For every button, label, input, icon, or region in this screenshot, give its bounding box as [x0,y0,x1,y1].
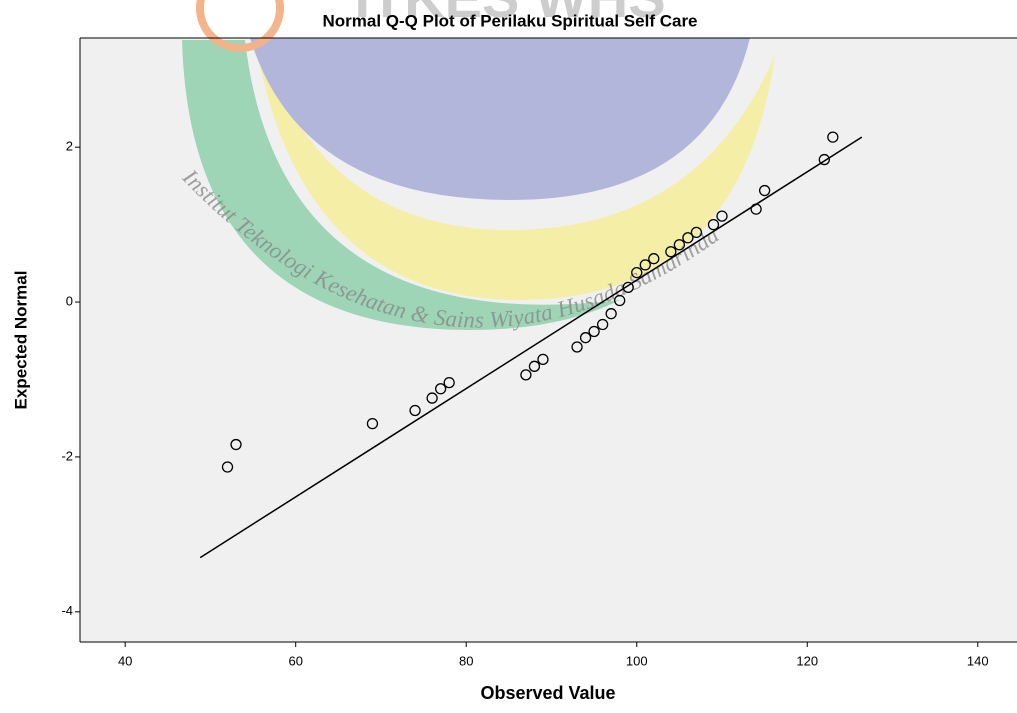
chart: ITKES WHS Institut Teknologi Kesehatan &… [0,0,1017,708]
y-tick-label: 2 [66,139,73,154]
y-tick-label: 0 [66,293,73,308]
y-axis-label: Expected Normal [11,271,30,410]
x-tick-label: 40 [118,653,132,668]
x-axis-label: Observed Value [480,683,615,703]
x-tick-label: 100 [626,653,648,668]
x-tick-label: 80 [459,653,473,668]
x-tick-label: 120 [796,653,818,668]
x-tick-label: 60 [288,653,302,668]
y-tick-label: -4 [61,603,73,618]
x-tick-label: 140 [967,653,989,668]
y-tick-label: -2 [61,448,73,463]
chart-title: Normal Q-Q Plot of Perilaku Spiritual Se… [322,11,697,30]
